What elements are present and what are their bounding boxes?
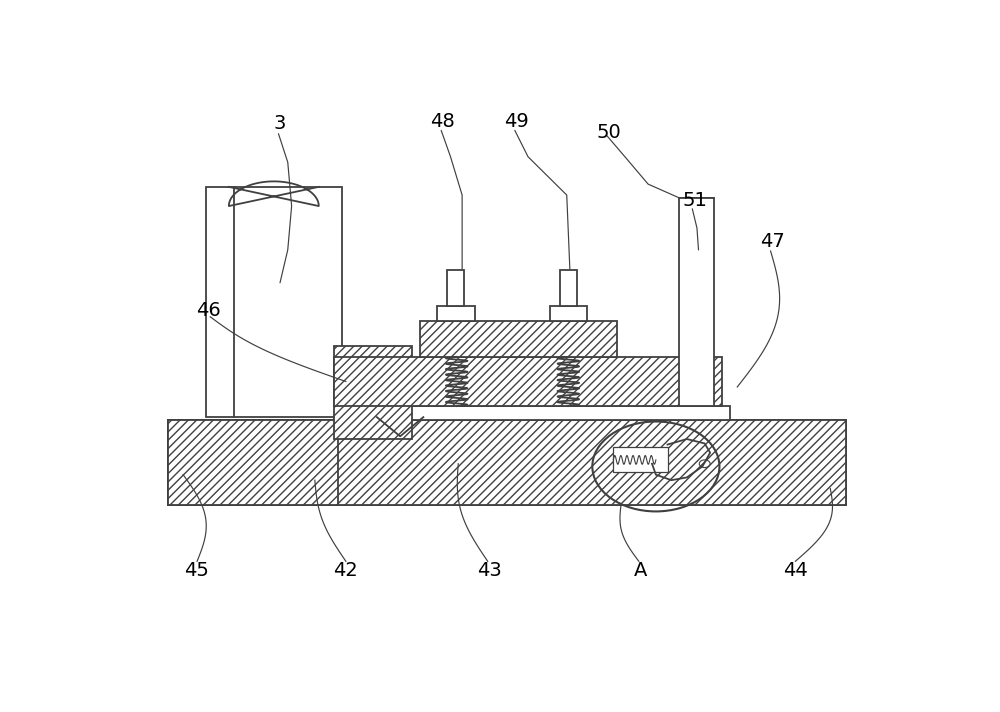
Bar [168,420,846,505]
Bar [334,346,412,439]
Bar [168,420,846,505]
Text: 3: 3 [274,115,286,133]
Bar [206,187,342,417]
Text: A: A [634,561,647,580]
Bar [550,306,587,321]
Bar [613,447,668,472]
Bar [447,270,464,306]
Bar [679,198,714,406]
Text: 49: 49 [504,112,529,130]
Text: 43: 43 [477,561,502,580]
Bar [560,270,577,306]
Bar [437,306,475,321]
Bar [168,420,338,505]
Text: 51: 51 [682,191,707,210]
Bar [334,406,730,420]
Text: 48: 48 [430,112,455,130]
Text: 44: 44 [783,561,808,580]
Bar [334,357,722,406]
Text: 45: 45 [184,561,209,580]
Text: 47: 47 [760,232,784,251]
Text: 50: 50 [597,122,622,142]
Bar [420,321,617,357]
Text: 42: 42 [334,561,358,580]
Text: 46: 46 [196,300,221,320]
